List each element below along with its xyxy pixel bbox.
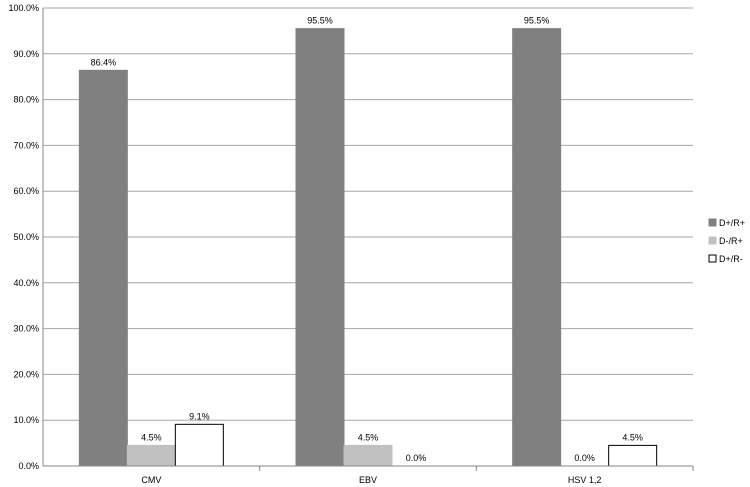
bar [126,444,176,467]
y-tick-label: 20.0% [13,369,39,379]
bar [608,444,658,467]
y-tick-label: 80.0% [13,95,39,105]
legend-label: D-/R+ [719,236,743,246]
y-axis-ticks: 0.0% 10.0% 20.0% 30.0% 40.0% 50.0% 60.0% 70.0% 8… [8,3,39,471]
x-category-label: CMV [141,475,161,485]
data-label: 4.5% [622,432,643,442]
bar [295,28,345,467]
gridlines [43,7,693,467]
legend-swatch [708,218,717,227]
y-tick-label: 100.0% [8,3,39,13]
bars [78,28,658,467]
y-tick-label: 90.0% [13,49,39,59]
data-label: 4.5% [358,432,379,442]
legend-swatch [708,236,717,245]
y-tick-label: 10.0% [13,415,39,425]
legend: D+/R+ D-/R+ D+/R- [708,218,745,264]
data-label: 0.0% [406,453,427,463]
x-category-label: HSV 1,2 [568,475,602,485]
y-tick-label: 0.0% [18,461,39,471]
data-label: 95.5% [307,16,333,26]
data-label: 95.5% [524,16,550,26]
x-category-label: EBV [359,475,377,485]
data-label: 86.4% [91,57,117,67]
bar [174,423,224,467]
y-tick-label: 40.0% [13,278,39,288]
data-labels: 86.4% 4.5% 9.1% 95.5% 4.5% 0.0% 95.5% 0.0% 4.5% [91,16,643,463]
data-label: 4.5% [141,432,162,442]
bar [343,444,393,467]
y-tick-label: 30.0% [13,324,39,334]
data-label: 9.1% [189,411,210,421]
bar [512,28,562,467]
x-axis: CMV EBV HSV 1,2 [42,8,694,485]
y-tick-label: 50.0% [13,232,39,242]
bar [78,69,128,467]
data-label: 0.0% [574,453,595,463]
legend-label: D+/R+ [719,218,745,228]
legend-label: D+/R- [719,254,743,264]
y-tick-label: 70.0% [13,140,39,150]
legend-swatch [708,254,717,263]
y-tick-label: 60.0% [13,186,39,196]
